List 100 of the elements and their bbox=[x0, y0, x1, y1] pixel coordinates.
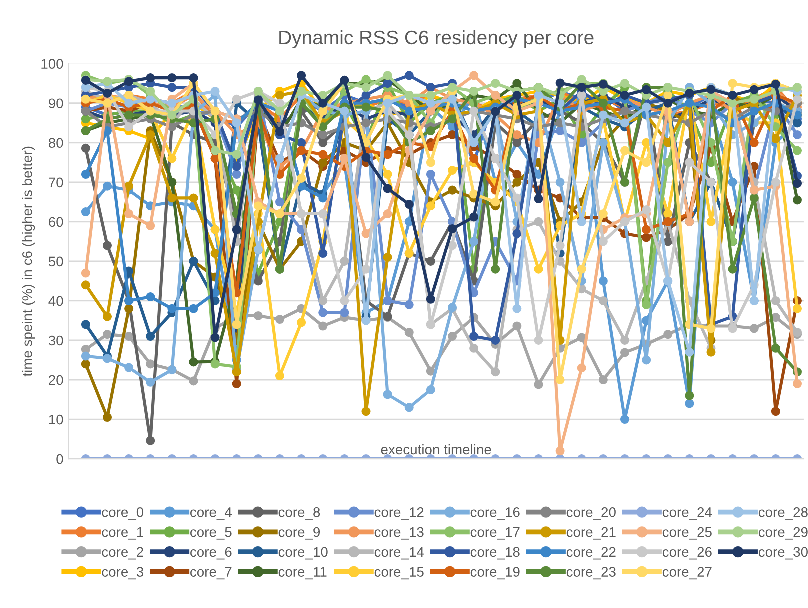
legend-label: core_27 bbox=[662, 567, 712, 580]
y-tick-label: 40 bbox=[48, 296, 64, 306]
point bbox=[664, 330, 673, 340]
point bbox=[232, 320, 242, 330]
point bbox=[771, 344, 780, 353]
legend-label: core_11 bbox=[278, 567, 327, 580]
point bbox=[750, 324, 759, 334]
point bbox=[404, 200, 414, 210]
point bbox=[318, 308, 328, 318]
point bbox=[491, 336, 500, 345]
point bbox=[470, 212, 479, 222]
point bbox=[362, 152, 371, 162]
y-tick-label: 20 bbox=[49, 375, 64, 386]
point bbox=[275, 98, 285, 108]
point bbox=[512, 304, 522, 314]
point bbox=[470, 154, 479, 164]
point bbox=[124, 210, 134, 219]
point bbox=[728, 264, 738, 274]
point bbox=[189, 358, 198, 367]
legend-label: core_5 bbox=[190, 528, 232, 540]
y-tick-label: 10 bbox=[49, 414, 64, 425]
point bbox=[448, 166, 458, 176]
point bbox=[750, 138, 759, 148]
point bbox=[275, 198, 285, 207]
point bbox=[706, 324, 716, 334]
point bbox=[81, 114, 90, 124]
point bbox=[598, 276, 608, 286]
point bbox=[318, 249, 328, 258]
point bbox=[728, 79, 738, 88]
point bbox=[362, 75, 371, 84]
point bbox=[146, 130, 156, 140]
legend-label: core_15 bbox=[374, 567, 424, 580]
point bbox=[577, 83, 586, 92]
point bbox=[168, 74, 177, 83]
point bbox=[318, 158, 328, 168]
point bbox=[362, 264, 371, 274]
legend-label: core_22 bbox=[566, 547, 616, 560]
point bbox=[102, 354, 112, 364]
point bbox=[254, 311, 263, 320]
legend-label: core_9 bbox=[278, 527, 320, 540]
point bbox=[81, 144, 90, 153]
point bbox=[318, 138, 328, 148]
point bbox=[642, 300, 652, 310]
point bbox=[426, 202, 436, 211]
point bbox=[792, 379, 802, 388]
point bbox=[664, 210, 673, 219]
point bbox=[146, 74, 156, 83]
point bbox=[491, 198, 500, 207]
point bbox=[685, 348, 694, 357]
point bbox=[275, 127, 285, 136]
point bbox=[168, 154, 177, 164]
point bbox=[404, 328, 414, 338]
point bbox=[297, 138, 306, 148]
point bbox=[534, 336, 544, 345]
point bbox=[512, 170, 522, 180]
point bbox=[146, 86, 156, 96]
y-tick-label: 90 bbox=[49, 98, 64, 109]
point bbox=[792, 179, 802, 188]
y-tick-label: 80 bbox=[48, 138, 64, 148]
point bbox=[512, 79, 522, 88]
legend-label: core_23 bbox=[566, 567, 616, 580]
point bbox=[598, 110, 608, 120]
point bbox=[577, 264, 586, 274]
point bbox=[620, 79, 630, 88]
legend-label: core_17 bbox=[470, 528, 520, 540]
point bbox=[512, 322, 522, 331]
point bbox=[81, 268, 90, 278]
point bbox=[556, 241, 565, 250]
point bbox=[470, 237, 479, 246]
point bbox=[189, 194, 198, 203]
point bbox=[728, 324, 738, 334]
point bbox=[728, 178, 738, 187]
point bbox=[577, 90, 586, 100]
point bbox=[168, 83, 177, 92]
point bbox=[771, 178, 780, 187]
point bbox=[81, 352, 90, 361]
point bbox=[362, 407, 371, 416]
point bbox=[232, 379, 242, 388]
point bbox=[620, 336, 630, 345]
legend-label: core_19 bbox=[470, 567, 520, 580]
point bbox=[124, 304, 134, 314]
point bbox=[254, 202, 263, 211]
point bbox=[318, 122, 328, 132]
point bbox=[404, 300, 414, 310]
point bbox=[362, 83, 371, 92]
point bbox=[642, 206, 652, 215]
legend-label: core_21 bbox=[566, 527, 616, 540]
point bbox=[470, 332, 479, 342]
legend-label: core_12 bbox=[374, 507, 424, 520]
point bbox=[383, 150, 392, 160]
point bbox=[383, 170, 392, 180]
point bbox=[318, 150, 328, 160]
point bbox=[491, 79, 500, 88]
point bbox=[404, 403, 414, 412]
point bbox=[146, 378, 156, 387]
point bbox=[362, 229, 371, 238]
point bbox=[81, 360, 90, 369]
y-tick-label: 70 bbox=[49, 178, 64, 188]
y-tick-label: 100 bbox=[42, 59, 64, 70]
point bbox=[124, 182, 134, 191]
